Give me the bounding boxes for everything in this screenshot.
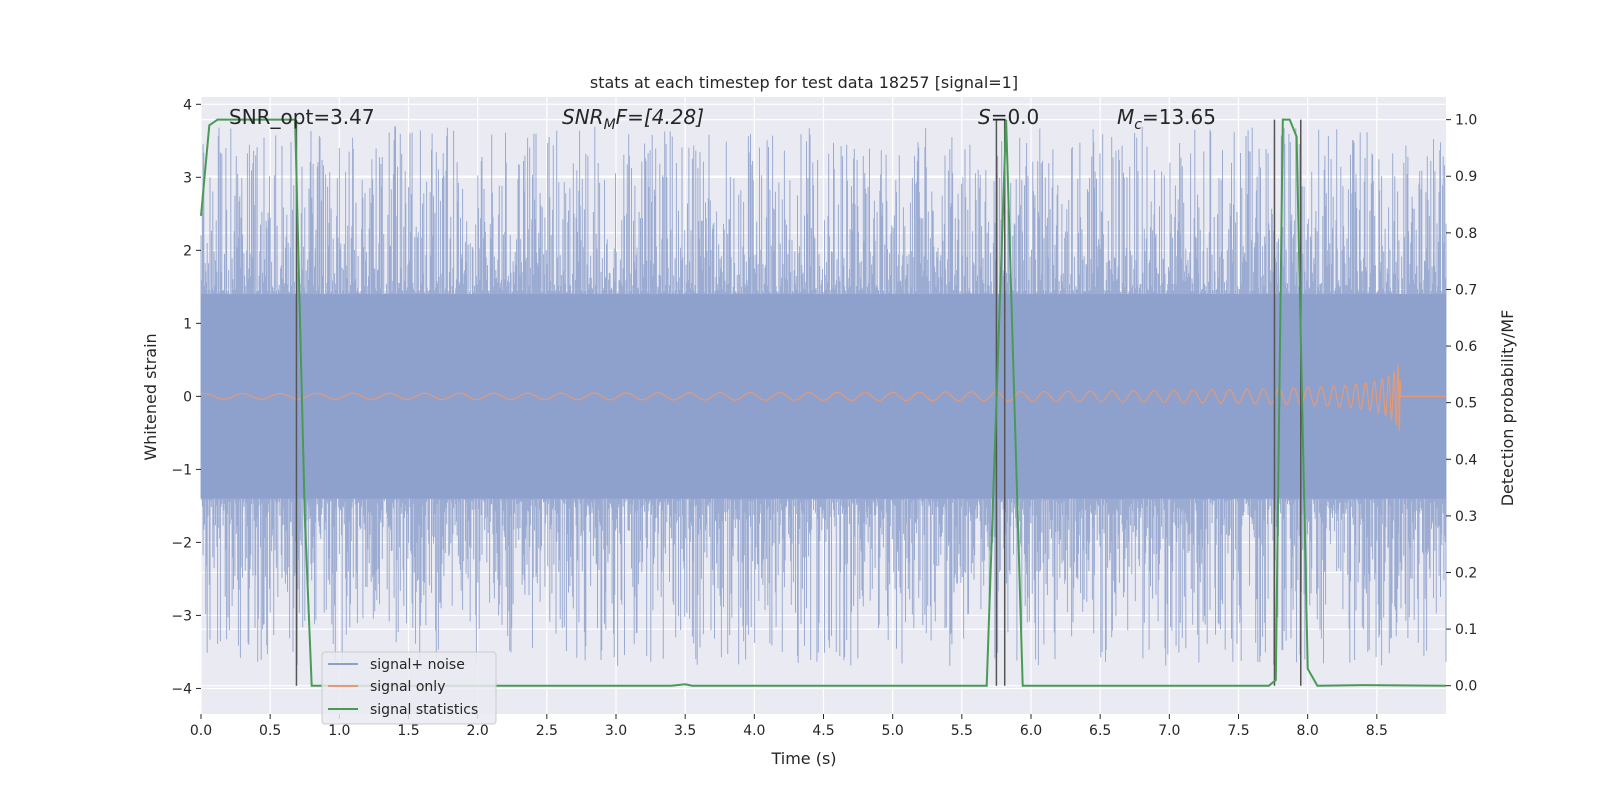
x-tick-label: 8.0 [1297, 723, 1319, 739]
mc-base: M [1117, 105, 1134, 129]
annotation-s: S=0.0 [978, 105, 1039, 129]
x-tick-label: 4.0 [743, 723, 765, 739]
x-tick-label: 2.0 [467, 723, 489, 739]
y-tick-label: −3 [171, 608, 192, 624]
legend-label-signal: signal only [370, 679, 445, 695]
y2-axis-label: Detection probability/MF [1498, 310, 1517, 507]
mc-sub: c [1134, 117, 1142, 133]
y-tick-label: −4 [171, 681, 192, 697]
legend-label-stats: signal statistics [370, 702, 478, 718]
y-axis-label: Whitened strain [141, 333, 160, 460]
x-tick-label: 7.5 [1227, 723, 1249, 739]
s-rest: =0.0 [991, 105, 1040, 129]
x-tick-label: 6.0 [1020, 723, 1042, 739]
axis-ticks: 0.0 0.5 1.0 1.5 2.0 2.5 3.0 3.5 4.0 4.5 5.0 5.5 6.0 6… [171, 97, 1477, 739]
y-tick-label: 4 [183, 97, 192, 113]
chart-title: stats at each timestep for test data 182… [590, 73, 1018, 92]
noise-core-band [201, 294, 1446, 499]
mc-rest: =13.65 [1142, 105, 1216, 129]
y2-tick-label: 0.2 [1455, 565, 1477, 581]
x-tick-label: 0.0 [190, 723, 212, 739]
legend: signal+ noise signal only signal statist… [321, 651, 497, 725]
y-tick-label: 2 [183, 243, 192, 259]
x-axis-label: Time (s) [770, 749, 836, 768]
annotation-mc: Mc=13.65 [1117, 105, 1216, 133]
x-tick-label: 5.0 [882, 723, 904, 739]
snr-mf-base: SNR [562, 105, 604, 129]
y2-tick-label: 1.0 [1455, 113, 1477, 129]
signal-statistics-series [200, 118, 1447, 687]
y2-tick-label: 0.8 [1455, 226, 1477, 242]
y2-tick-label: 0.0 [1455, 679, 1477, 695]
snr-mf-rest: F=[4.28] [616, 105, 704, 129]
x-tick-label: 0.5 [259, 723, 281, 739]
legend-box [321, 651, 497, 725]
annotation-snr-mf: SNRMF=[4.28] [562, 105, 704, 133]
x-tick-label: 1.0 [328, 723, 350, 739]
x-tick-label: 3.0 [605, 723, 627, 739]
y-tick-label: −1 [171, 462, 192, 478]
y2-tick-label: 0.9 [1455, 169, 1477, 185]
y-tick-label: −2 [171, 535, 192, 551]
signal-statistics-trace [200, 118, 1447, 687]
y-tick-label: 3 [183, 170, 192, 186]
x-tick-label: 5.5 [951, 723, 973, 739]
x-tick-label: 6.5 [1089, 723, 1111, 739]
x-tick-label: 8.5 [1366, 723, 1388, 739]
y2-tick-label: 0.3 [1455, 509, 1477, 525]
annotation-snr-opt: SNR_opt=3.47 [229, 105, 375, 129]
signal-noise-series [200, 126, 1447, 666]
snr-mf-sub: M [604, 117, 616, 133]
s-italic: S [978, 105, 991, 129]
y2-tick-label: 0.7 [1455, 282, 1477, 298]
y2-tick-label: 0.6 [1455, 339, 1477, 355]
x-tick-label: 1.5 [397, 723, 419, 739]
y2-tick-label: 0.5 [1455, 396, 1477, 412]
signal-only-trace [200, 364, 1446, 431]
x-tick-label: 2.5 [536, 723, 558, 739]
y2-tick-label: 0.1 [1455, 622, 1477, 638]
y-tick-label: 1 [183, 316, 192, 332]
x-tick-label: 3.5 [674, 723, 696, 739]
x-tick-label: 7.0 [1158, 723, 1180, 739]
legend-label-noise: signal+ noise [370, 657, 465, 673]
y-tick-label: 0 [183, 389, 192, 405]
y2-tick-label: 0.4 [1455, 452, 1477, 468]
x-tick-label: 4.5 [812, 723, 834, 739]
signal-only-series [200, 364, 1446, 431]
